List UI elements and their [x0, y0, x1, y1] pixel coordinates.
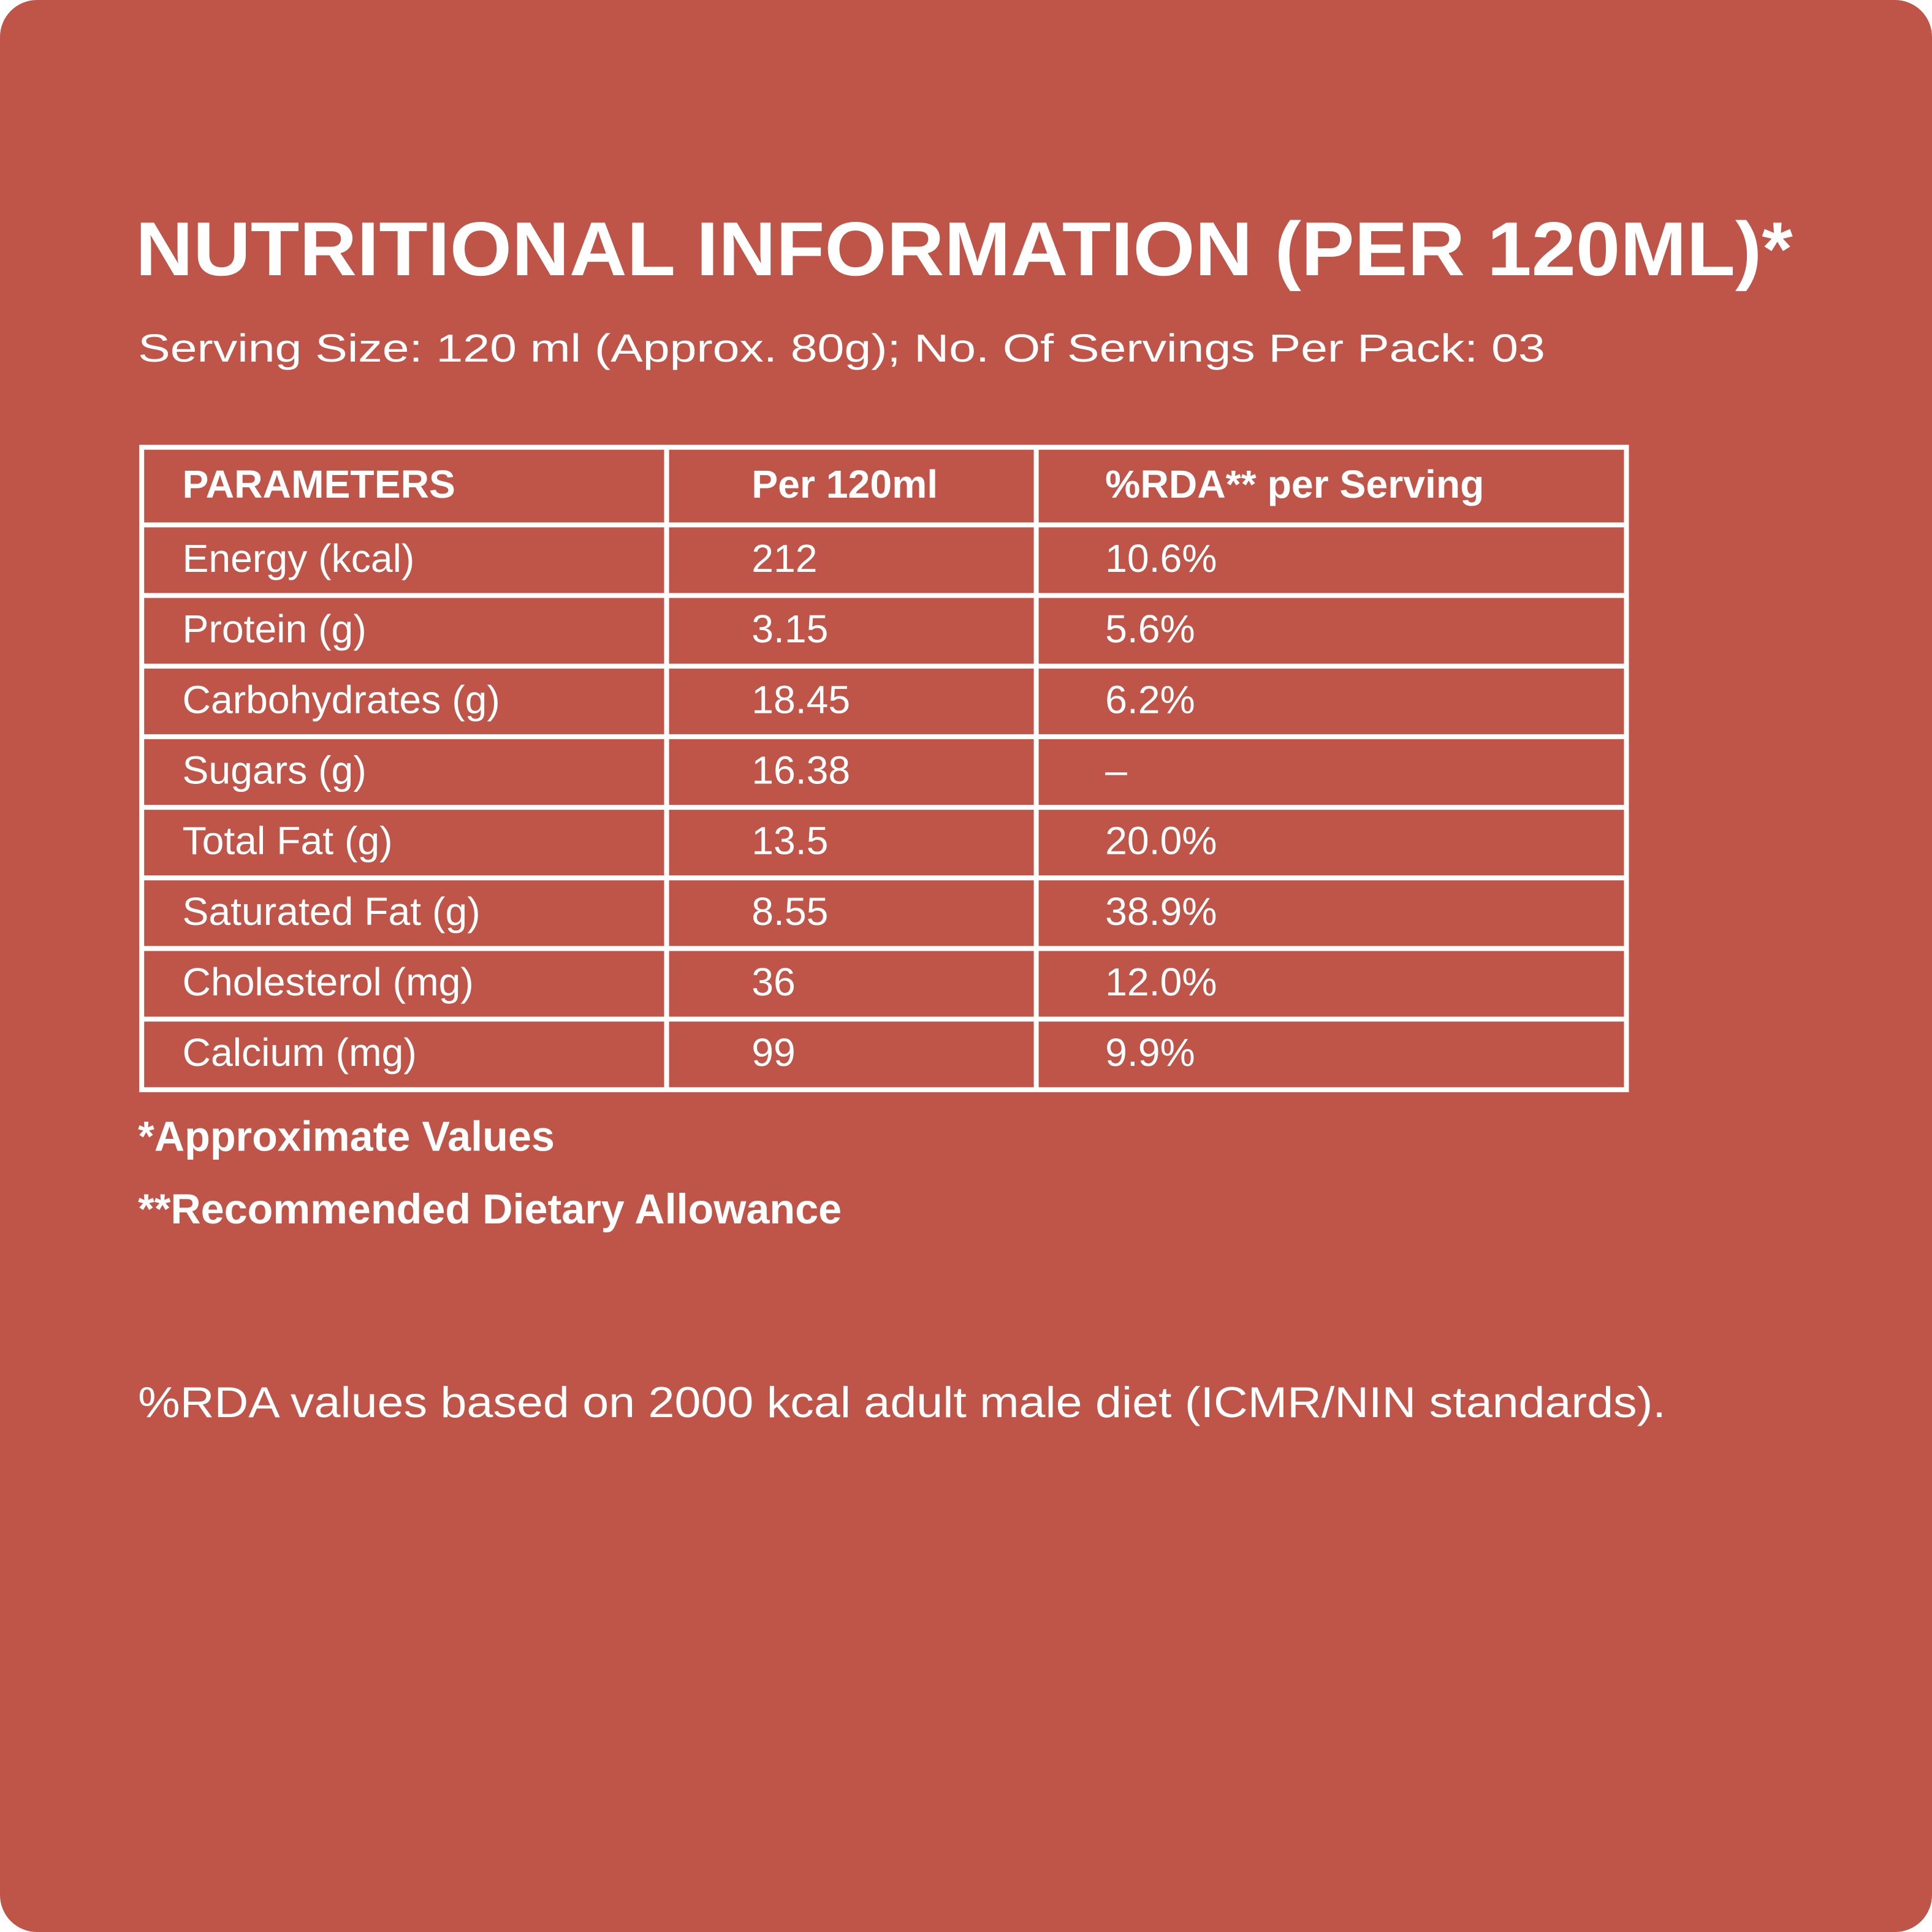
- table-cell: –: [1105, 748, 1127, 792]
- table-cell: 12.0%: [1105, 960, 1217, 1004]
- footnote: *Approximate Values: [138, 1113, 555, 1160]
- header-cell: PARAMETERS: [183, 462, 455, 506]
- table-cell: 9.9%: [1105, 1030, 1195, 1074]
- table-cell: 20.0%: [1105, 819, 1217, 863]
- note: %RDA values based on 2000 kcal adult mal…: [138, 1378, 1666, 1426]
- table-cell: 212: [751, 536, 817, 580]
- footnote: **Recommended Dietary Allowance: [138, 1186, 842, 1233]
- header-cell: %RDA** per Serving: [1105, 462, 1484, 506]
- table-cell: 13.5: [751, 819, 828, 863]
- table-border: [139, 444, 1629, 1092]
- table-cell: 5.6%: [1105, 607, 1195, 651]
- table-cell: 6.2%: [1105, 677, 1195, 721]
- table-cell: Calcium (mg): [183, 1030, 417, 1074]
- table-cell: Protein (g): [183, 607, 367, 651]
- table-cell: Carbohydrates (g): [183, 677, 500, 721]
- table-cell: 36: [751, 960, 796, 1004]
- header-cell: Per 120ml: [751, 462, 938, 506]
- nutrition-table: PARAMETERS Per 120ml %RDA** per Serving Ene…: [139, 444, 1629, 1092]
- table-cell: 38.9%: [1105, 889, 1217, 934]
- table-cell: 10.6%: [1105, 536, 1217, 580]
- table-cell: Energy (kcal): [183, 536, 415, 580]
- table-cell: 8.55: [751, 889, 828, 934]
- table-cell: Sugars (g): [183, 748, 367, 792]
- table-cell: 3.15: [751, 607, 828, 651]
- table-cell: 18.45: [751, 677, 850, 721]
- table-cell: 99: [751, 1030, 796, 1074]
- table-cell: Saturated Fat (g): [183, 889, 481, 934]
- table-cell: Cholesterol (mg): [183, 960, 474, 1004]
- table-cell: 16.38: [751, 748, 850, 792]
- table-cell: Total Fat (g): [183, 819, 393, 863]
- subtitle: Serving Size: 120 ml (Approx. 80g); No. …: [138, 326, 1545, 370]
- title: NUTRITIONAL INFORMATION (PER 120ML)*: [135, 207, 1793, 292]
